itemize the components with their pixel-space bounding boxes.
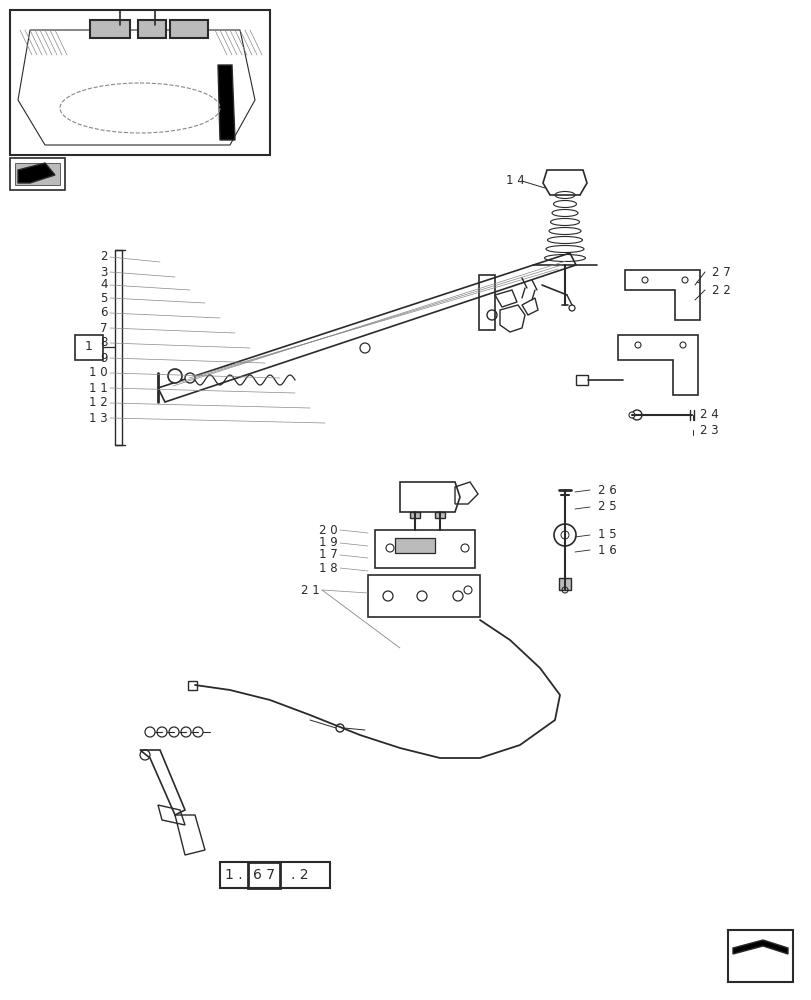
Polygon shape xyxy=(732,940,787,954)
Bar xyxy=(375,530,474,568)
Text: 1 5: 1 5 xyxy=(597,528,616,542)
Text: 1 3: 1 3 xyxy=(89,412,108,424)
Text: 2 2: 2 2 xyxy=(711,284,730,296)
Bar xyxy=(394,538,435,553)
Text: 1: 1 xyxy=(85,340,92,354)
Bar xyxy=(410,512,419,518)
Text: 9: 9 xyxy=(101,352,108,364)
Bar xyxy=(247,862,280,888)
Text: 1 1: 1 1 xyxy=(89,381,108,394)
Polygon shape xyxy=(15,163,60,185)
Text: 7: 7 xyxy=(101,322,108,334)
Bar xyxy=(115,250,122,445)
Circle shape xyxy=(168,369,182,383)
Text: 1 0: 1 0 xyxy=(89,366,108,379)
Text: 1 7: 1 7 xyxy=(319,548,337,562)
Text: 4: 4 xyxy=(101,278,108,292)
Bar xyxy=(727,930,792,982)
Text: 5: 5 xyxy=(101,292,108,304)
Text: . 2: . 2 xyxy=(291,868,308,882)
Text: 2 7: 2 7 xyxy=(711,265,730,278)
Text: 8: 8 xyxy=(101,336,108,350)
Bar xyxy=(75,335,103,360)
Bar xyxy=(169,20,208,38)
Bar xyxy=(10,10,270,155)
Bar xyxy=(90,20,130,38)
Bar xyxy=(478,275,495,330)
Bar xyxy=(575,375,587,385)
Circle shape xyxy=(553,524,575,546)
Text: 2 4: 2 4 xyxy=(699,408,718,422)
Text: 1 6: 1 6 xyxy=(597,544,616,556)
Polygon shape xyxy=(400,482,460,512)
Text: 2 3: 2 3 xyxy=(699,424,718,436)
Text: 2 6: 2 6 xyxy=(597,484,616,496)
Bar xyxy=(10,158,65,190)
Polygon shape xyxy=(18,163,55,183)
Polygon shape xyxy=(217,65,234,140)
Text: 6: 6 xyxy=(101,306,108,320)
Text: 2 1: 2 1 xyxy=(301,584,320,596)
Text: 3: 3 xyxy=(101,265,108,278)
Text: 1 4: 1 4 xyxy=(505,174,524,187)
Bar xyxy=(435,512,444,518)
Bar xyxy=(367,575,479,617)
Bar xyxy=(220,862,329,888)
Circle shape xyxy=(185,373,195,383)
Circle shape xyxy=(629,412,634,418)
Text: 1 9: 1 9 xyxy=(319,536,337,550)
Bar xyxy=(558,578,570,590)
Text: 2: 2 xyxy=(101,250,108,263)
Text: 2 5: 2 5 xyxy=(597,500,616,514)
Bar xyxy=(188,681,197,690)
Text: 2 0: 2 0 xyxy=(319,524,337,536)
Bar xyxy=(138,20,165,38)
Text: 6 7: 6 7 xyxy=(253,868,275,882)
Text: 1 8: 1 8 xyxy=(319,562,337,574)
Circle shape xyxy=(631,410,642,420)
Text: 1 2: 1 2 xyxy=(89,396,108,410)
Text: 1 .: 1 . xyxy=(225,868,242,882)
